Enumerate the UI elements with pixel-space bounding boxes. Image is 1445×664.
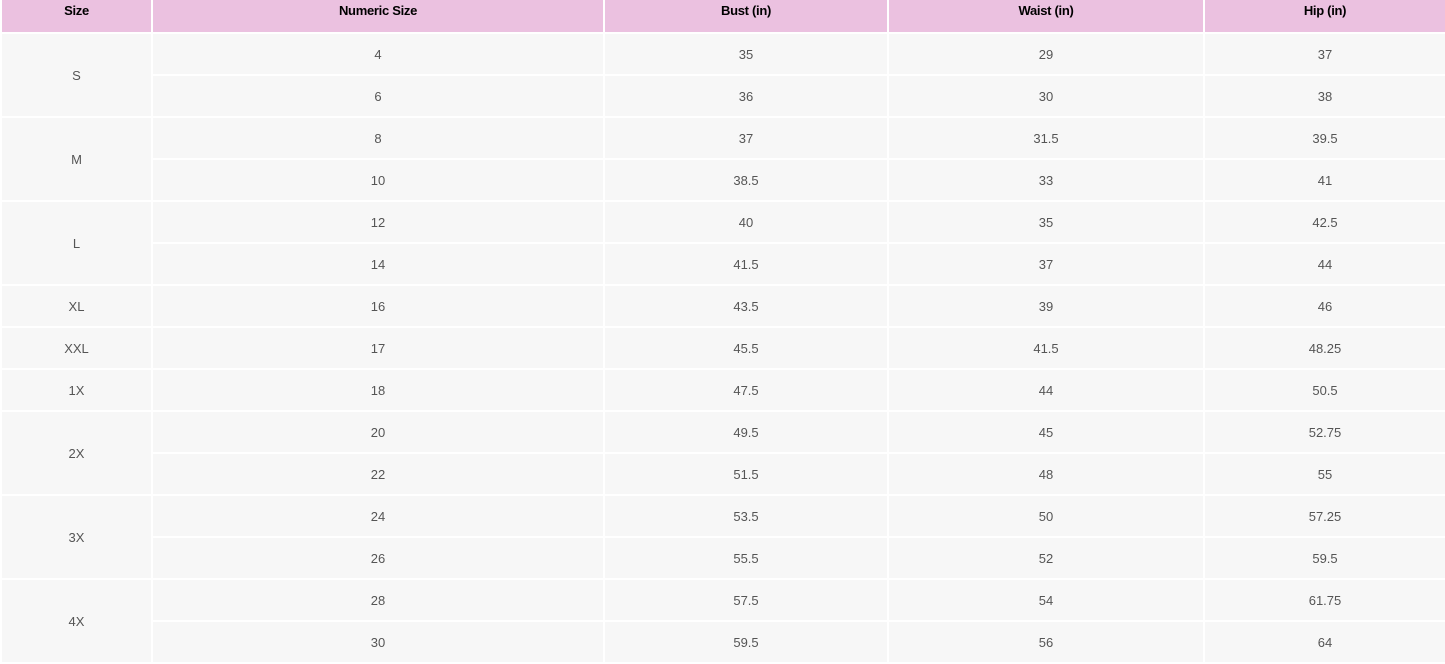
hip-cell: 48.25: [1203, 326, 1445, 370]
waist-cell: 48: [887, 452, 1205, 496]
bust-cell: 43.5: [603, 284, 889, 328]
size-label-cell: S: [0, 32, 153, 118]
hip-cell: 52.75: [1203, 410, 1445, 454]
hip-cell: 61.75: [1203, 578, 1445, 622]
table-row: 3X 24 53.5 50 57.25: [0, 494, 1445, 580]
table-row: 26 55.5 52 59.5: [1, 536, 1445, 580]
hip-cell: 44: [1203, 242, 1445, 286]
table-row: M 8 37 31.5 39.5: [0, 116, 1445, 202]
waist-cell: 30: [887, 74, 1205, 118]
numeric-size-cell: 20: [151, 410, 605, 454]
size-label-cell: 1X: [0, 368, 153, 412]
header-bust: Bust (in): [603, 0, 889, 34]
numeric-size-cell: 28: [151, 578, 605, 622]
bust-cell: 45.5: [603, 326, 889, 370]
table-row: L 12 40 35 42.5: [0, 200, 1445, 286]
hip-cell: 41: [1203, 158, 1445, 202]
size-label-cell: XXL: [0, 326, 153, 370]
table-row: 1X 18 47.5 44 50.5: [0, 368, 1445, 412]
header-hip: Hip (in): [1203, 0, 1445, 34]
hip-cell: 59.5: [1203, 536, 1445, 580]
table-row: XXL 17 45.5 41.5 48.25: [0, 326, 1445, 370]
table-row: 6 36 30 38: [1, 74, 1445, 118]
waist-cell: 37: [887, 242, 1205, 286]
waist-cell: 50: [887, 494, 1205, 538]
hip-cell: 42.5: [1203, 200, 1445, 244]
header-numeric-size: Numeric Size: [151, 0, 605, 34]
table-row: 10 38.5 33 41: [1, 158, 1445, 202]
waist-cell: 39: [887, 284, 1205, 328]
numeric-size-cell: 4: [151, 32, 605, 76]
bust-cell: 40: [603, 200, 889, 244]
hip-cell: 64: [1203, 620, 1445, 664]
numeric-size-cell: 30: [151, 620, 605, 664]
bust-cell: 49.5: [603, 410, 889, 454]
size-label-cell: XL: [0, 284, 153, 328]
hip-cell: 37: [1203, 32, 1445, 76]
bust-cell: 51.5: [603, 452, 889, 496]
table-row: XL 16 43.5 39 46: [0, 284, 1445, 328]
numeric-size-cell: 17: [151, 326, 605, 370]
size-label-cell: L: [0, 200, 153, 286]
size-label-cell: 3X: [0, 494, 153, 580]
table-body: S 4 35 29 37 6 36 30 38 M 8 37 31.5 39.5 10 38.5 33 41 L 12…: [0, 32, 1445, 664]
bust-cell: 37: [603, 116, 889, 160]
bust-cell: 55.5: [603, 536, 889, 580]
bust-cell: 41.5: [603, 242, 889, 286]
numeric-size-cell: 24: [151, 494, 605, 538]
hip-cell: 55: [1203, 452, 1445, 496]
bust-cell: 36: [603, 74, 889, 118]
numeric-size-cell: 8: [151, 116, 605, 160]
numeric-size-cell: 12: [151, 200, 605, 244]
table-row: 22 51.5 48 55: [1, 452, 1445, 496]
waist-cell: 35: [887, 200, 1205, 244]
waist-cell: 41.5: [887, 326, 1205, 370]
waist-cell: 33: [887, 158, 1205, 202]
waist-cell: 44: [887, 368, 1205, 412]
table-row: 4X 28 57.5 54 61.75: [0, 578, 1445, 664]
numeric-size-cell: 6: [151, 74, 605, 118]
waist-cell: 31.5: [887, 116, 1205, 160]
waist-cell: 52: [887, 536, 1205, 580]
bust-cell: 38.5: [603, 158, 889, 202]
size-label-cell: 4X: [0, 578, 153, 664]
waist-cell: 54: [887, 578, 1205, 622]
hip-cell: 46: [1203, 284, 1445, 328]
hip-cell: 38: [1203, 74, 1445, 118]
header-waist: Waist (in): [887, 0, 1205, 34]
hip-cell: 50.5: [1203, 368, 1445, 412]
waist-cell: 29: [887, 32, 1205, 76]
table-row: 2X 20 49.5 45 52.75: [0, 410, 1445, 496]
numeric-size-cell: 22: [151, 452, 605, 496]
size-label-cell: 2X: [0, 410, 153, 496]
waist-cell: 45: [887, 410, 1205, 454]
size-label-cell: M: [0, 116, 153, 202]
table-row: 30 59.5 56 64: [1, 620, 1445, 664]
hip-cell: 57.25: [1203, 494, 1445, 538]
bust-cell: 53.5: [603, 494, 889, 538]
numeric-size-cell: 18: [151, 368, 605, 412]
waist-cell: 56: [887, 620, 1205, 664]
bust-cell: 35: [603, 32, 889, 76]
table-row: S 4 35 29 37: [0, 32, 1445, 118]
numeric-size-cell: 10: [151, 158, 605, 202]
table-row: 14 41.5 37 44: [1, 242, 1445, 286]
header-size: Size: [0, 0, 153, 34]
hip-cell: 39.5: [1203, 116, 1445, 160]
numeric-size-cell: 16: [151, 284, 605, 328]
numeric-size-cell: 26: [151, 536, 605, 580]
bust-cell: 57.5: [603, 578, 889, 622]
bust-cell: 47.5: [603, 368, 889, 412]
header-row: Size Numeric Size Bust (in) Waist (in) H…: [0, 0, 1445, 34]
numeric-size-cell: 14: [151, 242, 605, 286]
bust-cell: 59.5: [603, 620, 889, 664]
